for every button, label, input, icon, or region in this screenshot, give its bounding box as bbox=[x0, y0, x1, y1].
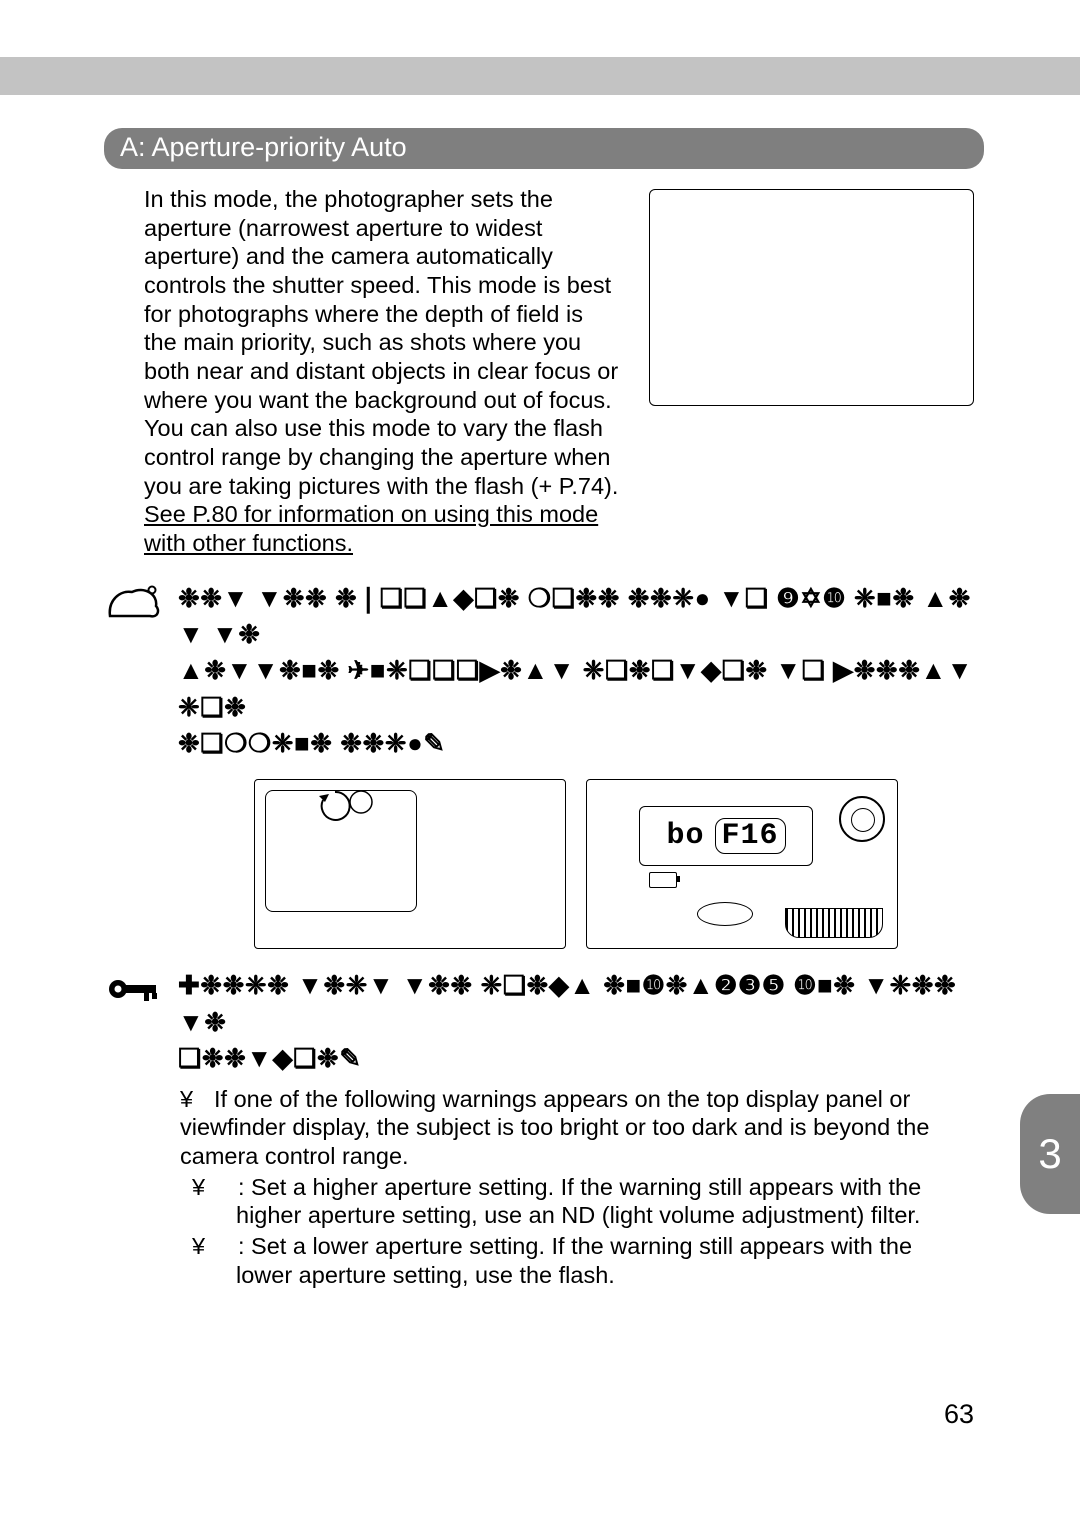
chapter-tab: 3 bbox=[1020, 1094, 1080, 1214]
page-number: 63 bbox=[944, 1399, 974, 1430]
key-icon bbox=[104, 967, 164, 1011]
camera-figures: bo F16 bbox=[254, 779, 974, 949]
control-knob-icon bbox=[839, 796, 885, 842]
intro-text: In this mode, the photographer sets the … bbox=[104, 185, 621, 558]
oval-button bbox=[697, 902, 753, 926]
camera-fig-dial bbox=[254, 779, 566, 949]
content-area: A: Aperture-priority Auto In this mode, … bbox=[104, 128, 974, 1289]
camera-fig-lcd: bo F16 bbox=[586, 779, 898, 949]
warning-hi: ¥: Set a higher aperture setting. If the… bbox=[214, 1173, 974, 1230]
warning-hi-text: : Set a higher aperture setting. If the … bbox=[236, 1174, 921, 1229]
lcd-fstop: F16 bbox=[715, 818, 786, 854]
illustration-placeholder bbox=[649, 189, 974, 406]
section-title: A: Aperture-priority Auto bbox=[104, 128, 984, 169]
garbled-text-2: ✚❉❉❈❉ ▼❉❈▼ ▼❉❉ ❈❏❉◆▲ ❉■❿❉▲❷❸❺ ❿■❉ ▼❈❉❉ ▼… bbox=[178, 967, 974, 1076]
warnings-block: ¥If one of the following warnings appear… bbox=[180, 1085, 974, 1290]
warning-lo: ¥: Set a lower aperture setting. If the … bbox=[214, 1232, 974, 1289]
note-row-2: ✚❉❉❈❉ ▼❉❈▼ ▼❉❉ ❈❏❉◆▲ ❉■❿❉▲❷❸❺ ❿■❉ ▼❈❉❉ ▼… bbox=[104, 967, 974, 1076]
header-grey-band bbox=[0, 57, 1080, 95]
lcd-bo: bo bbox=[666, 819, 704, 853]
bullet-marker: ¥ bbox=[180, 1085, 214, 1114]
warning-lo-text: : Set a lower aperture setting. If the w… bbox=[236, 1233, 912, 1288]
shutter-button-icon bbox=[349, 790, 373, 814]
battery-icon bbox=[649, 872, 677, 888]
intro-paragraph: In this mode, the photographer sets the … bbox=[144, 186, 618, 499]
note-row-1: ❉❉▼ ▼❉❉ ❉❘❏❏▲◆❏❉ ❍❏❉❉ ❉❉❈● ▼❏ ❾✡❿ ❈■❉ ▲❉… bbox=[104, 580, 974, 762]
page: A: Aperture-priority Auto In this mode, … bbox=[0, 0, 1080, 1536]
note-icon bbox=[104, 580, 164, 624]
intro-see-also: See P.80 for information on using this m… bbox=[144, 501, 598, 556]
intro-row: In this mode, the photographer sets the … bbox=[104, 185, 974, 558]
warnings-intro: If one of the following warnings appears… bbox=[180, 1086, 929, 1169]
garbled-text-1: ❉❉▼ ▼❉❉ ❉❘❏❏▲◆❏❉ ❍❏❉❉ ❉❉❈● ▼❏ ❾✡❿ ❈■❉ ▲❉… bbox=[178, 580, 974, 762]
command-dial bbox=[785, 908, 883, 938]
lcd-display: bo F16 bbox=[639, 806, 813, 866]
